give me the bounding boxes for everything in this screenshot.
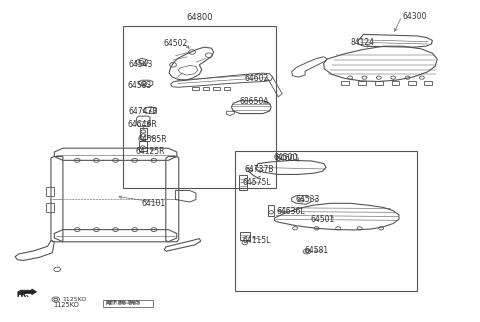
Text: 64502: 64502	[163, 39, 188, 48]
Text: 64747B: 64747B	[129, 107, 158, 116]
Text: 64585R: 64585R	[137, 135, 167, 144]
Text: FR.: FR.	[16, 292, 29, 298]
Text: REF.86-865: REF.86-865	[105, 300, 139, 305]
Text: 64500: 64500	[274, 153, 298, 162]
Text: 64300: 64300	[403, 12, 427, 21]
Text: 64115L: 64115L	[242, 236, 271, 245]
Text: 64533: 64533	[296, 195, 320, 204]
Bar	[235, 151, 417, 291]
Text: 84124: 84124	[350, 38, 374, 47]
Text: 64602: 64602	[245, 74, 269, 83]
Text: 64575L: 64575L	[243, 178, 272, 187]
Text: 1125KO: 1125KO	[62, 297, 86, 302]
Text: 64800: 64800	[186, 13, 213, 22]
Text: 64101: 64101	[142, 199, 166, 208]
FancyArrow shape	[20, 289, 36, 295]
Text: 64646R: 64646R	[128, 120, 157, 129]
Text: 1125KO: 1125KO	[53, 302, 79, 308]
Text: 64636L: 64636L	[276, 207, 305, 216]
Text: FR.: FR.	[16, 291, 28, 297]
Bar	[103, 299, 154, 307]
Text: 64125R: 64125R	[136, 147, 165, 156]
Text: 64501: 64501	[311, 215, 335, 224]
Bar	[123, 26, 276, 188]
Text: 64583: 64583	[128, 81, 152, 90]
Text: REF.86-865: REF.86-865	[106, 301, 142, 306]
Text: 68650A: 68650A	[240, 97, 269, 106]
Text: 64601: 64601	[276, 154, 300, 163]
Text: 64581: 64581	[305, 246, 329, 255]
Text: 64737B: 64737B	[245, 166, 274, 175]
Text: 64543: 64543	[129, 60, 153, 69]
